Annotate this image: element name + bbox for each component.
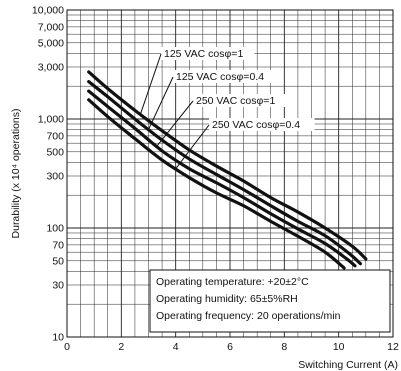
series-label-background: [209, 118, 315, 131]
series-label-125vac-pf04: 125 VAC cosφ=0.4: [176, 71, 264, 83]
y-tick-label: 7,000: [38, 21, 64, 33]
series-label-leader: [175, 124, 210, 170]
y-axis-label: Durability (x 10⁴ operations): [10, 109, 22, 239]
series-label-background: [173, 70, 279, 83]
curve-125vac-pf1: [87, 70, 368, 261]
y-tick-label: 1,000: [38, 114, 64, 126]
curve-250vac-pf1: [87, 89, 357, 268]
plot-frame: [66, 9, 394, 338]
y-tick-label: 500: [46, 146, 64, 158]
conditions-box-frame: [149, 269, 391, 333]
curve-125vac-pf04: [87, 80, 362, 266]
x-tick-label: 12: [387, 341, 399, 353]
series-label-leader: [148, 76, 174, 130]
x-tick-label: 6: [227, 341, 233, 353]
y-tick-label: 70: [52, 239, 64, 251]
x-tick-label: 2: [118, 341, 124, 353]
y-tick-label: 300: [46, 170, 64, 182]
curves: [87, 70, 368, 270]
note-frequency: Operating frequency: 20 operations/min: [156, 310, 341, 322]
label-leaders: [139, 47, 315, 170]
series-label-background: [193, 94, 287, 107]
tick-labels: 103050701003005007001,0003,0005,0007,000…: [32, 5, 399, 354]
x-tick-label: 0: [64, 341, 70, 353]
series-label-250vac-pf1: 250 VAC cosφ=1: [196, 95, 275, 107]
note-temperature: Operating temperature: +20±2°C: [156, 276, 309, 288]
series-label-leader: [156, 100, 194, 147]
series-label-background: [161, 47, 255, 60]
y-tick-label: 30: [52, 279, 64, 291]
y-tick-label: 3,000: [38, 61, 64, 73]
y-tick-label: 10,000: [32, 5, 64, 17]
y-tick-label: 100: [46, 223, 64, 235]
series-label-leader: [139, 53, 162, 115]
x-axis-label: Switching Current (A): [298, 359, 398, 371]
conditions-box: Operating temperature: +20±2°C Operating…: [149, 269, 391, 333]
y-tick-label: 10: [52, 332, 64, 344]
series-labels: 125 VAC cosφ=1 125 VAC cosφ=0.4 250 VAC …: [164, 48, 300, 131]
y-tick-label: 700: [46, 130, 64, 142]
x-tick-label: 10: [333, 341, 345, 353]
series-label-125vac-pf1: 125 VAC cosφ=1: [164, 48, 243, 60]
x-tick-label: 8: [281, 341, 287, 353]
note-humidity: Operating humidity: 65±5%RH: [156, 293, 298, 305]
x-tick-label: 4: [173, 341, 179, 353]
y-tick-label: 5,000: [38, 37, 64, 49]
curve-250vac-pf04: [87, 98, 346, 270]
series-label-250vac-pf04: 250 VAC cosφ=0.4: [212, 119, 300, 131]
y-tick-label: 50: [52, 255, 64, 267]
